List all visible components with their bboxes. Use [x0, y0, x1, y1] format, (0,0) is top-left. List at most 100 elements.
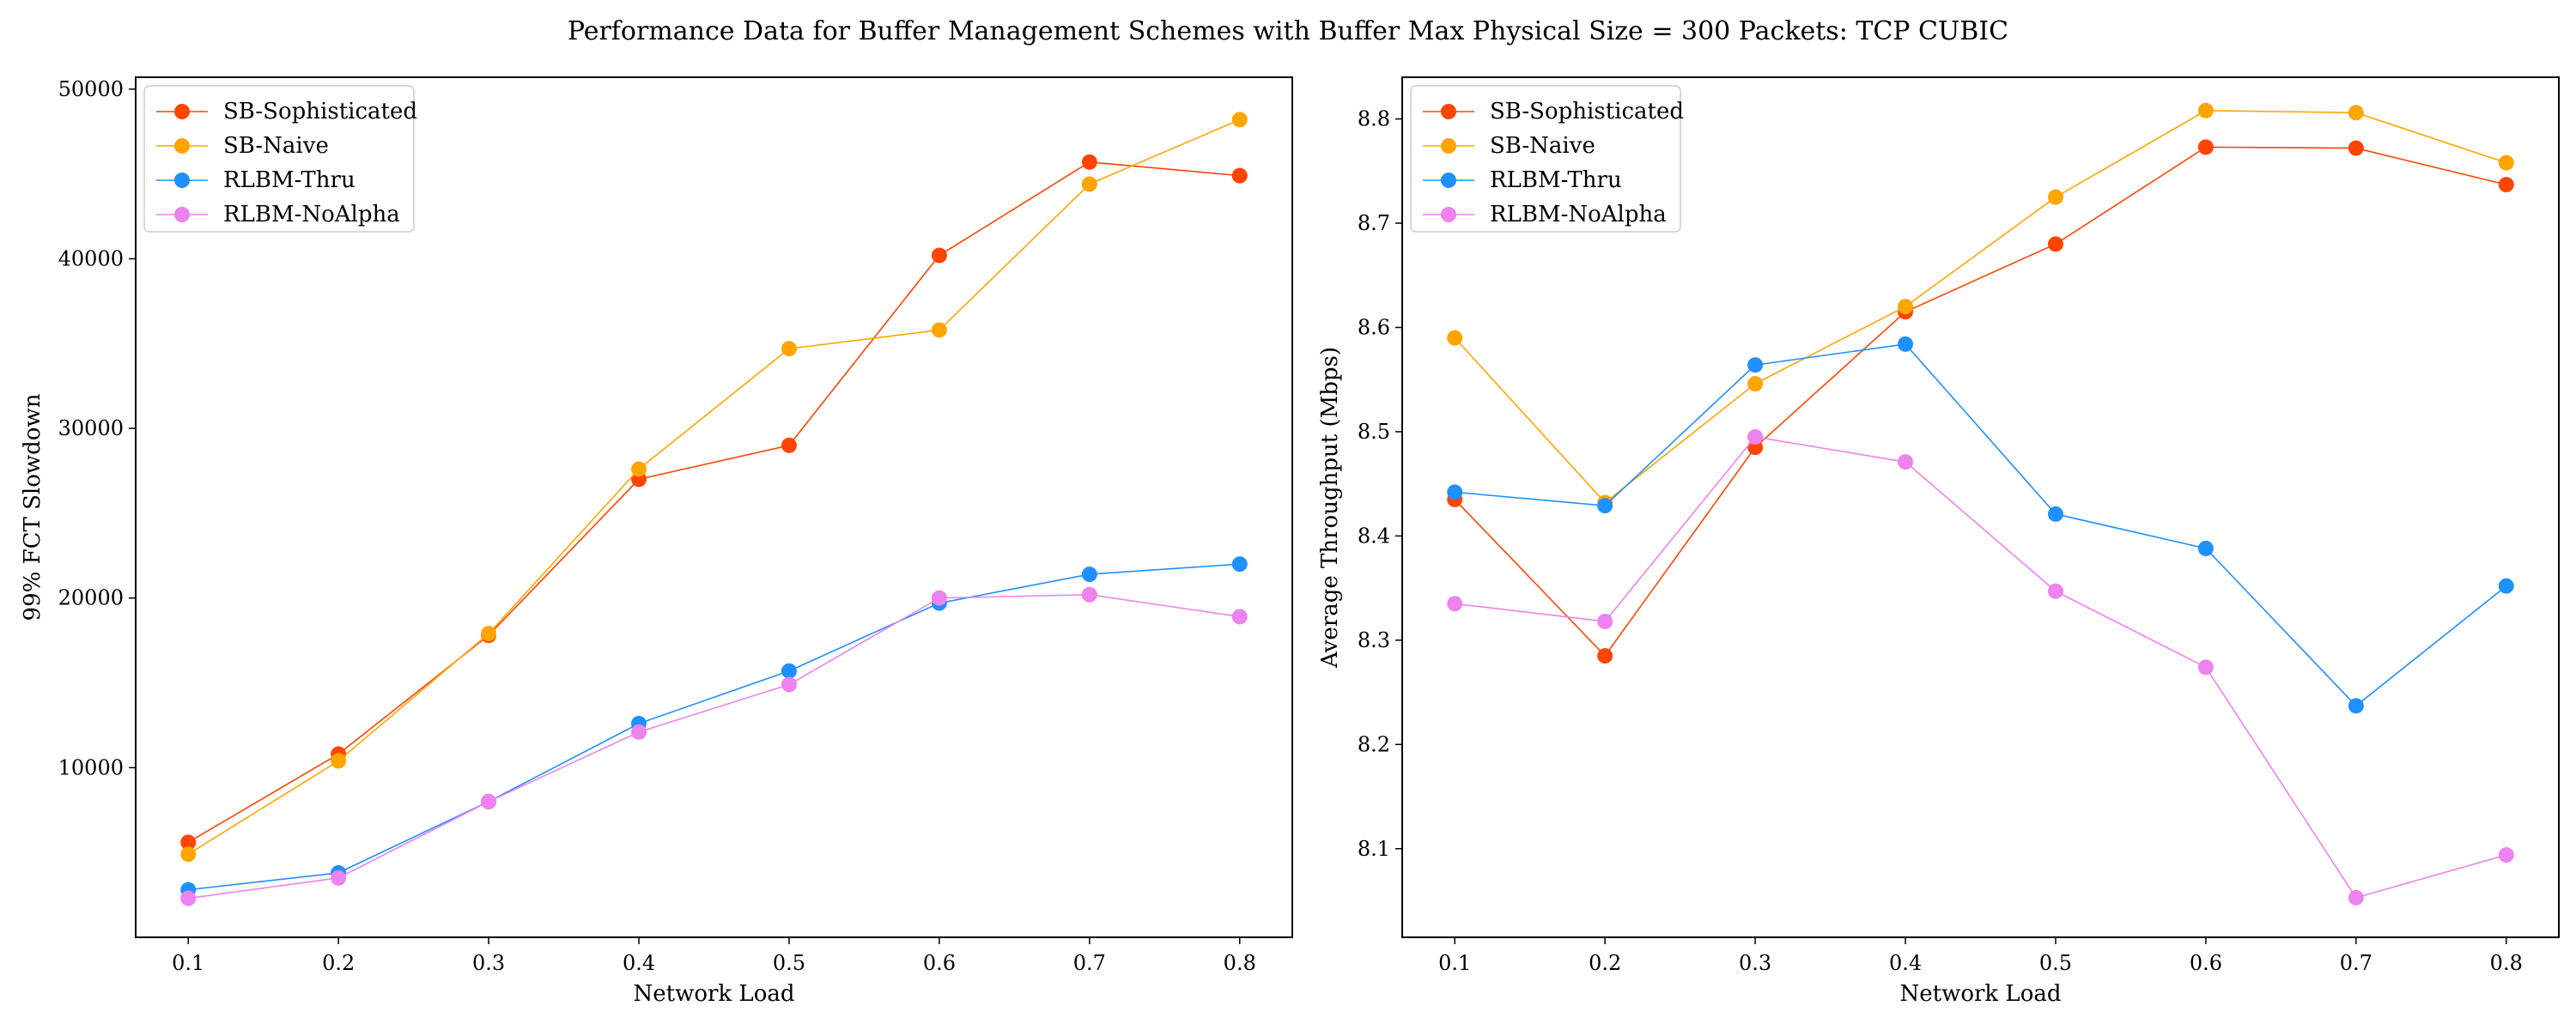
series-line-rlbm-noalpha: [1455, 436, 2506, 899]
x-tick-label: 0.2: [322, 951, 355, 975]
data-point-sb-sophisticated: [1597, 648, 1613, 664]
y-tick-label: 8.4: [1358, 524, 1390, 548]
data-point-rlbm-noalpha: [2197, 659, 2214, 676]
x-tick-label: 0.4: [623, 951, 655, 975]
data-point-sb-naive: [331, 753, 347, 769]
legend-marker: [174, 173, 190, 188]
data-point-sb-sophisticated: [781, 437, 797, 453]
series-line-rlbm-thru: [188, 563, 1240, 891]
legend: [143, 85, 415, 233]
data-point-rlbm-noalpha: [1898, 454, 1914, 470]
data-point-rlbm-noalpha: [631, 724, 647, 740]
data-point-rlbm-noalpha: [2047, 583, 2063, 599]
data-point-sb-naive: [2197, 102, 2214, 118]
data-point-sb-sophisticated: [2498, 177, 2514, 193]
data-point-rlbm-thru: [1231, 556, 1248, 573]
data-point-rlbm-noalpha: [481, 793, 497, 809]
data-point-rlbm-noalpha: [1081, 586, 1097, 603]
data-point-sb-sophisticated: [1231, 167, 1248, 184]
x-tick-label: 0.3: [472, 951, 505, 975]
x-axis-label: Network Load: [1899, 981, 2061, 1007]
fct-slowdown-chart: 0.1 0.2 0.3 0.4 0.5 0.6 0.7 0.8 10000 20000 30000 4…: [20, 76, 1293, 1007]
x-tick-label: 0.1: [1438, 951, 1471, 975]
x-tick-label: 0.5: [2039, 951, 2072, 975]
x-axis-label: Network Load: [633, 981, 794, 1007]
data-point-rlbm-noalpha: [2498, 847, 2514, 863]
x-tick-label: 0.5: [773, 951, 805, 975]
x-tick-label: 0.4: [1889, 951, 1922, 975]
data-point-sb-naive: [2348, 105, 2364, 121]
data-point-sb-naive: [1898, 299, 1914, 315]
y-tick-label: 10000: [58, 755, 124, 779]
data-point-rlbm-noalpha: [781, 676, 797, 693]
legend-entry: SB-Sophisticated: [223, 99, 417, 124]
legend-entry: SB-Naive: [1490, 133, 1595, 159]
x-tick-label: 0.6: [2190, 951, 2222, 975]
legend-marker: [1441, 104, 1456, 119]
y-tick-label: 8.7: [1358, 211, 1390, 235]
legend-entry: RLBM-Thru: [223, 167, 355, 193]
y-tick-label: 8.6: [1358, 315, 1390, 339]
legend-entry: RLBM-NoAlpha: [223, 202, 400, 227]
data-point-rlbm-thru: [2348, 698, 2364, 714]
data-point-sb-naive: [2498, 154, 2514, 171]
data-point-rlbm-noalpha: [2348, 889, 2364, 906]
data-point-sb-naive: [481, 626, 497, 642]
data-point-rlbm-noalpha: [180, 890, 197, 906]
data-point-rlbm-noalpha: [1447, 596, 1463, 612]
y-tick-label: 8.8: [1358, 107, 1390, 131]
data-point-rlbm-noalpha: [931, 590, 947, 606]
data-point-sb-sophisticated: [1081, 154, 1097, 170]
y-tick-label: 20000: [58, 586, 124, 610]
series-line-sb-sophisticated: [187, 161, 1240, 844]
data-point-rlbm-thru: [1747, 357, 1764, 373]
data-point-sb-sophisticated: [2348, 140, 2364, 156]
legend-marker: [174, 207, 190, 222]
data-point-rlbm-noalpha: [331, 869, 347, 886]
legend-marker: [1441, 207, 1456, 222]
data-point-rlbm-thru: [1898, 336, 1914, 352]
legend-marker: [1441, 138, 1456, 154]
legend-entry: SB-Sophisticated: [1490, 99, 1684, 124]
y-tick-label: 8.5: [1358, 420, 1390, 444]
legend: [1410, 85, 1681, 233]
data-point-rlbm-thru: [2197, 540, 2214, 556]
legend-marker: [174, 104, 190, 119]
x-tick-label: 0.7: [2340, 951, 2372, 975]
series-line-rlbm-thru: [1455, 343, 2507, 707]
throughput-chart: 0.1 0.2 0.3 0.4 0.5 0.6 0.7 0.8 8.1 8.2 8.3 8.4 8.5 8…: [1317, 76, 2560, 1007]
data-point-rlbm-noalpha: [1747, 429, 1764, 445]
data-point-sb-naive: [1231, 112, 1248, 128]
data-point-sb-naive: [1081, 176, 1097, 192]
data-point-sb-naive: [1447, 330, 1463, 346]
data-point-rlbm-noalpha: [1231, 609, 1248, 625]
data-point-rlbm-thru: [781, 663, 797, 679]
data-point-rlbm-thru: [1597, 498, 1613, 514]
series-line-rlbm-noalpha: [188, 593, 1240, 900]
data-point-rlbm-thru: [1081, 566, 1097, 583]
axes-frame: [135, 76, 1293, 938]
axes-frame: [1401, 76, 2560, 938]
data-point-sb-naive: [180, 846, 197, 863]
figure-title: Performance Data for Buffer Management S…: [568, 16, 2008, 46]
y-tick-label: 8.1: [1358, 837, 1390, 861]
data-point-sb-sophisticated: [931, 247, 947, 264]
x-tick-label: 0.2: [1589, 951, 1621, 975]
data-point-sb-naive: [631, 461, 647, 477]
x-tick-label: 0.1: [172, 951, 204, 975]
y-tick-label: 8.3: [1358, 628, 1390, 652]
data-point-sb-naive: [2047, 189, 2063, 205]
data-point-rlbm-thru: [2047, 506, 2063, 522]
data-point-sb-sophisticated: [180, 834, 197, 851]
data-point-rlbm-thru: [1447, 484, 1463, 500]
data-point-sb-sophisticated: [2047, 236, 2063, 252]
legend-entry: RLBM-NoAlpha: [1490, 202, 1667, 227]
series-line-sb-sophisticated: [1454, 146, 2506, 657]
legend-entry: RLBM-Thru: [1490, 167, 1622, 193]
y-axis-label: Average Throughput (Mbps): [1317, 347, 1343, 669]
legend-marker: [1441, 173, 1456, 188]
legend-marker: [174, 138, 190, 154]
x-tick-label: 0.6: [923, 951, 956, 975]
y-tick-label: 40000: [58, 246, 124, 270]
